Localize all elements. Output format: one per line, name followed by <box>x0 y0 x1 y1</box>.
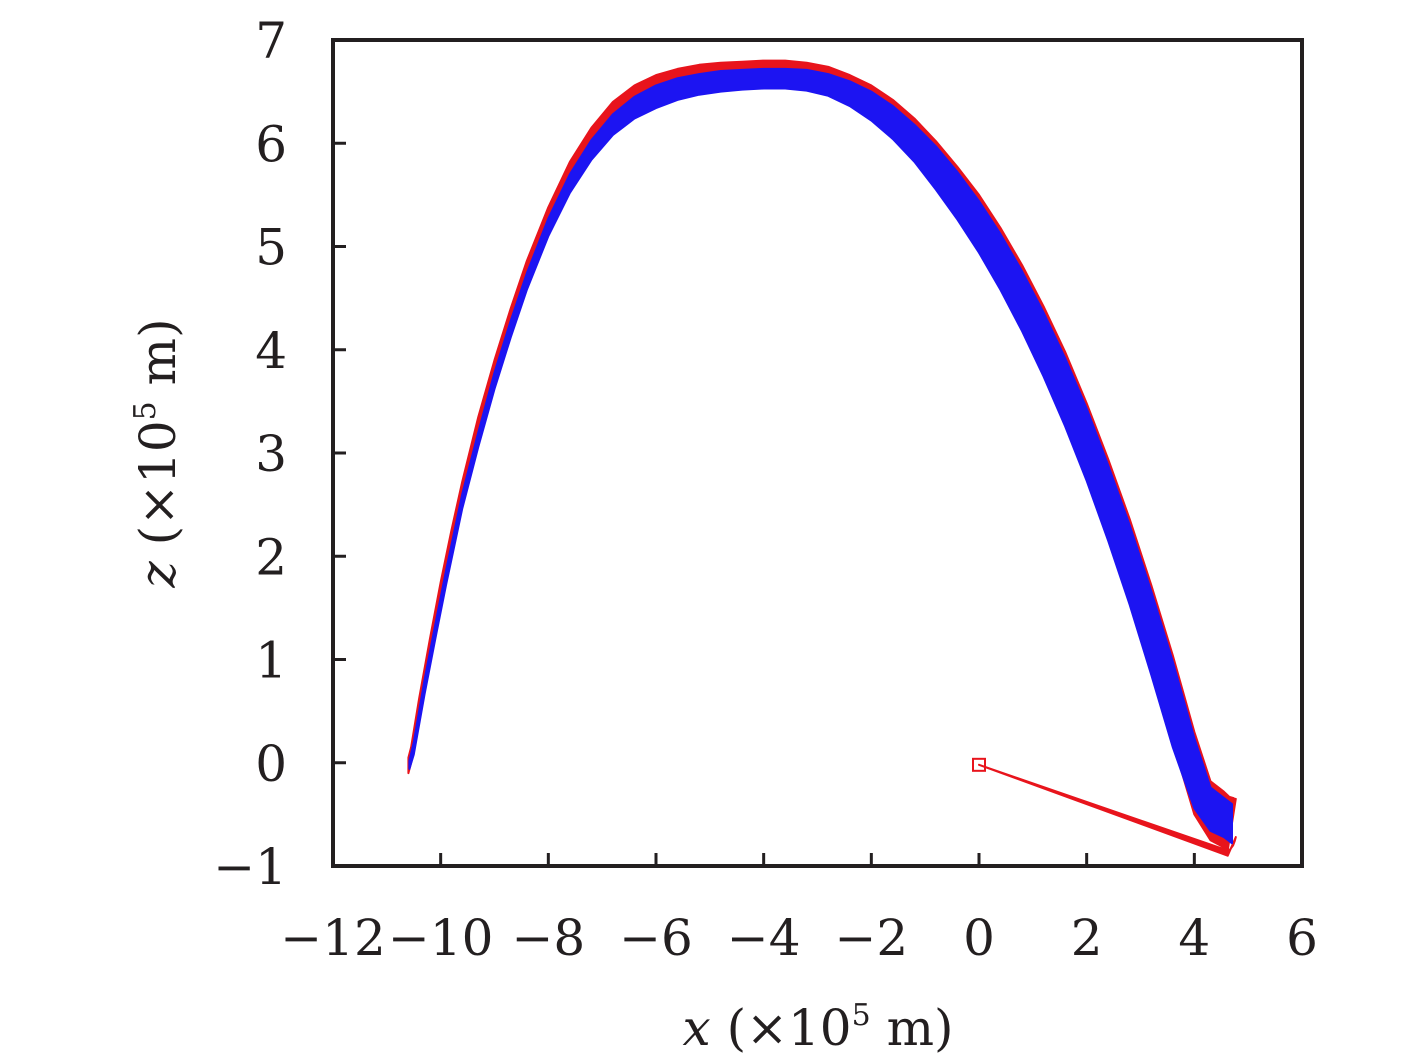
y-tick-label: 7 <box>255 12 287 70</box>
x-axis-label: x (×105 m) <box>682 998 953 1057</box>
x-tick-label: 6 <box>1286 909 1318 967</box>
x-tick-label: −4 <box>727 909 801 967</box>
y-axis-unit-suffix: m) <box>129 318 187 401</box>
x-tick-label: 0 <box>963 909 995 967</box>
x-axis-variable: x <box>682 999 710 1057</box>
red-square-marker <box>972 757 986 772</box>
series-red-square-band <box>407 59 1237 857</box>
y-tick-label: −1 <box>213 838 287 896</box>
y-axis-ticks: −1 0 1 2 3 4 5 6 7 <box>213 12 346 896</box>
y-tick-label: 5 <box>255 219 287 277</box>
x-tick-label: −12 <box>280 909 386 967</box>
x-axis-ticks: −12 −10 −8 −6 −4 −2 0 2 4 6 <box>280 853 1318 967</box>
y-axis-unit-exponent: 5 <box>128 401 163 420</box>
plot-area <box>407 59 1237 857</box>
y-tick-label: 1 <box>255 632 287 690</box>
y-axis-unit-prefix: (×10 <box>129 420 187 561</box>
y-tick-label: 0 <box>255 735 287 793</box>
y-tick-label: 6 <box>255 115 287 173</box>
y-tick-label: 4 <box>255 322 287 380</box>
series-blue-dot-band <box>408 67 1233 845</box>
x-tick-label: −2 <box>834 909 908 967</box>
y-tick-label: 2 <box>255 528 287 586</box>
x-tick-label: −8 <box>511 909 585 967</box>
plot-frame <box>331 38 1304 868</box>
x-axis-unit-suffix: m) <box>871 999 954 1057</box>
y-axis-label: z (×105 m) <box>128 318 187 588</box>
x-tick-label: 2 <box>1071 909 1103 967</box>
x-tick-label: 4 <box>1178 909 1210 967</box>
y-axis-variable: z <box>129 561 187 589</box>
x-tick-label: −6 <box>619 909 693 967</box>
x-axis-unit-exponent: 5 <box>852 998 871 1033</box>
x-axis-unit-prefix: (×10 <box>711 999 852 1057</box>
y-tick-label: 3 <box>255 425 287 483</box>
x-tick-label: −10 <box>388 909 494 967</box>
